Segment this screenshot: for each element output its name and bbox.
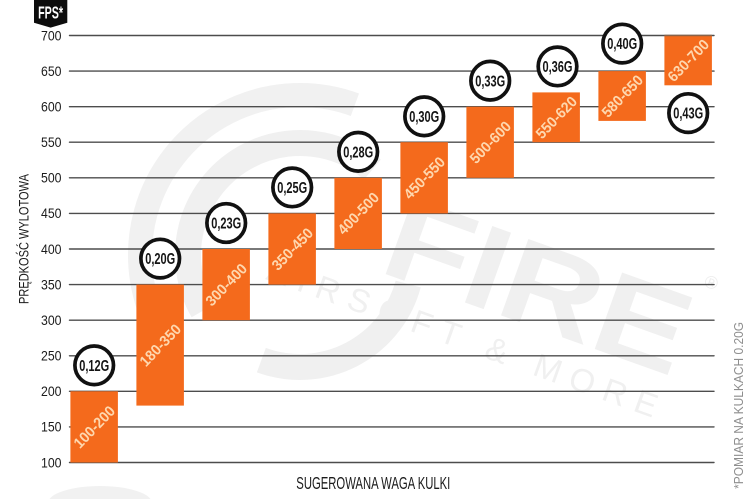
svg-text:300: 300: [41, 313, 62, 328]
svg-text:SUGEROWANA WAGA KULKI: SUGEROWANA WAGA KULKI: [296, 473, 450, 493]
svg-text:200: 200: [41, 384, 62, 399]
svg-text:500: 500: [41, 171, 62, 186]
svg-text:0,36G: 0,36G: [543, 59, 573, 76]
svg-text:®: ®: [702, 271, 721, 294]
svg-text:0,40G: 0,40G: [607, 36, 637, 53]
svg-text:0,33G: 0,33G: [475, 73, 505, 90]
svg-text:0,28G: 0,28G: [343, 144, 373, 161]
svg-text:600: 600: [41, 100, 62, 115]
svg-text:450: 450: [41, 206, 62, 221]
svg-text:400: 400: [41, 242, 62, 257]
svg-text:550: 550: [41, 135, 62, 150]
svg-text:100: 100: [41, 455, 62, 470]
svg-text:0,12G: 0,12G: [79, 358, 109, 375]
svg-text:0,20G: 0,20G: [145, 251, 175, 268]
svg-text:250: 250: [41, 349, 62, 364]
svg-text:FPS*: FPS*: [38, 3, 63, 23]
svg-text:*POMIAR NA KULKACH 0.20G: *POMIAR NA KULKACH 0.20G: [732, 322, 746, 489]
svg-text:0,23G: 0,23G: [211, 216, 241, 233]
svg-text:350: 350: [41, 277, 62, 292]
svg-text:0,30G: 0,30G: [409, 109, 439, 126]
svg-text:150: 150: [41, 420, 62, 435]
svg-text:0,43G: 0,43G: [673, 106, 703, 123]
svg-text:700: 700: [41, 28, 62, 43]
svg-text:650: 650: [41, 64, 62, 79]
svg-text:0,25G: 0,25G: [277, 180, 307, 197]
svg-text:PRĘDKOŚĆ WYLOTOWA: PRĘDKOŚĆ WYLOTOWA: [15, 173, 32, 304]
